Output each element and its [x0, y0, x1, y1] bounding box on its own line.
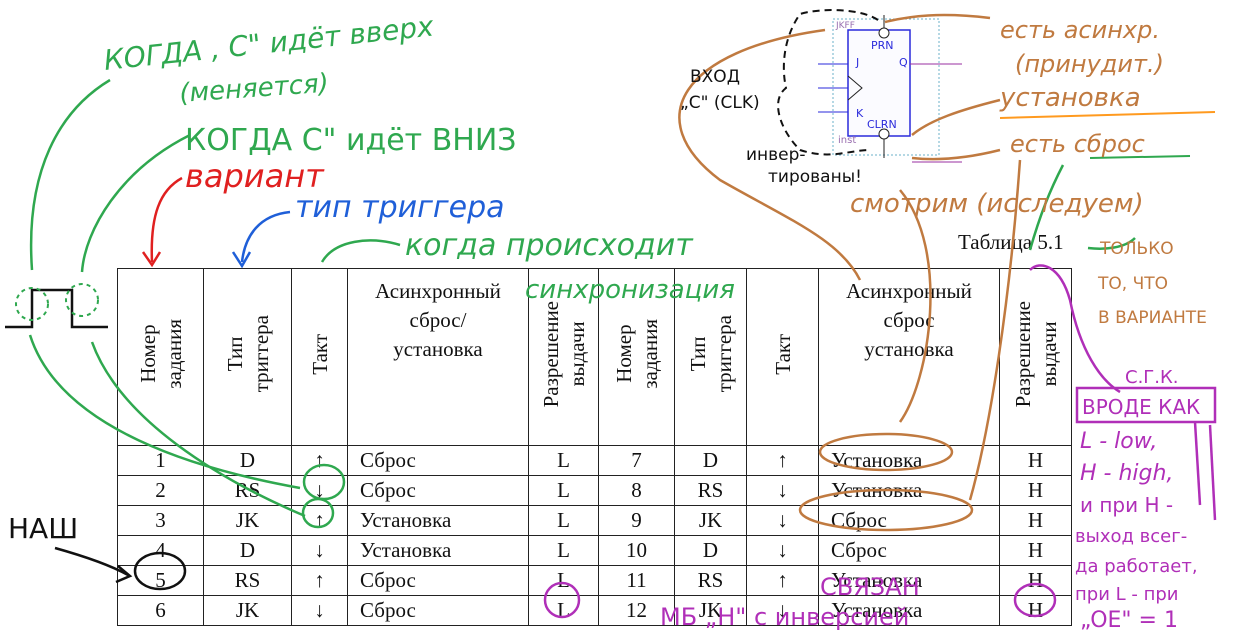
header-row: Номер задания Тип триггера Такт Асинхрон…	[117, 268, 1072, 446]
note-forced: (принудит.)	[1015, 50, 1164, 78]
header-output-enable: Разрешение выдачи	[528, 268, 599, 446]
note-when-c-down: КОГДА С" идёт ВНИЗ	[185, 123, 517, 158]
header-task-number-2: Номер задания	[598, 268, 675, 446]
block-name: JKFF	[835, 21, 855, 31]
header-async-2: Асинхронный сброс установка	[818, 268, 1000, 446]
note-look: смотрим (исследуем)	[850, 189, 1144, 219]
note-async: есть асинхр.	[1000, 16, 1160, 44]
header-clock-2: Такт	[746, 268, 819, 446]
note-variant: вариант	[185, 157, 325, 195]
note-inverted: инвер-	[746, 145, 806, 165]
pin-clrn: CLRN	[867, 118, 897, 131]
note-trigger-type: тип триггера	[295, 190, 505, 225]
header-trigger-type-2: Тип триггера	[674, 268, 747, 446]
note-inverted-2: тированы!	[768, 167, 862, 187]
note-changes: (меняется)	[178, 69, 329, 109]
note-only-2: ТО, ЧТО	[1097, 274, 1168, 294]
header-async: Асинхронный сброс/ установка	[347, 268, 529, 446]
note-when-sync: когда происходит	[405, 228, 694, 263]
header-task-number: Номер задания	[117, 268, 204, 446]
note-right-7: да работает,	[1075, 556, 1198, 577]
pin-prn: PRN	[871, 39, 894, 52]
note-right-6: выход всег-	[1075, 526, 1187, 547]
note-only-3: В ВАРИАНТЕ	[1098, 308, 1207, 328]
table-row: 6 JK ↓ Сброс L 12 JK ↓ Установка H	[117, 595, 1072, 626]
jkff-schematic: JKFF PRN J Q K CLRN inst	[777, 9, 962, 163]
table-row: 3 JK ↑ Установка L 9 JK ↓ Сброс H	[117, 505, 1072, 536]
note-only: ТОЛЬКО	[1099, 239, 1174, 259]
table-caption: Таблица 5.1	[958, 230, 1064, 254]
note-right-9: „OE" = 1	[1080, 608, 1178, 631]
header-trigger-type: Тип триггера	[203, 268, 292, 446]
variants-table: Номер задания Тип триггера Такт Асинхрон…	[117, 268, 1072, 626]
variant-arrow	[150, 176, 183, 263]
header-clock: Такт	[291, 268, 348, 446]
note-set: установка	[999, 83, 1141, 113]
note-clk-input-2: „С" (CLK)	[680, 93, 760, 113]
note-reset: есть сброс	[1010, 130, 1145, 158]
table-row: 5 RS ↑ Сброс L 11 RS ↑ Установка H	[117, 565, 1072, 596]
note-clk-input: ВХОД	[690, 67, 740, 87]
table-row: 4 D ↓ Установка L 10 D ↓ Сброс H	[117, 535, 1072, 566]
note-right-1: С.Г.К.	[1125, 367, 1179, 388]
note-right-4: H - high,	[1080, 461, 1173, 486]
clock-waveform-icon	[5, 283, 108, 329]
note-right-8: при L - при	[1075, 584, 1178, 605]
note-right-5: и при H -	[1080, 493, 1173, 517]
instance-label: inst	[838, 135, 856, 146]
table-row: 1 D ↑ Сброс L 7 D ↑ Установка H	[117, 445, 1072, 476]
note-right-3: L - low,	[1080, 429, 1157, 454]
note-when-c-up: КОГДА , С" идёт вверх	[102, 9, 435, 76]
note-right-2: ВРОДЕ КАК	[1082, 395, 1200, 419]
note-ours: НАШ	[8, 512, 78, 545]
pin-k: K	[856, 107, 864, 120]
pin-q: Q	[899, 56, 908, 69]
trigger-type-arrow	[240, 210, 291, 263]
pin-j: J	[855, 56, 859, 69]
header-output-enable-2: Разрешение выдачи	[999, 268, 1072, 446]
table-row: 2 RS ↓ Сброс L 8 RS ↓ Установка H	[117, 475, 1072, 506]
